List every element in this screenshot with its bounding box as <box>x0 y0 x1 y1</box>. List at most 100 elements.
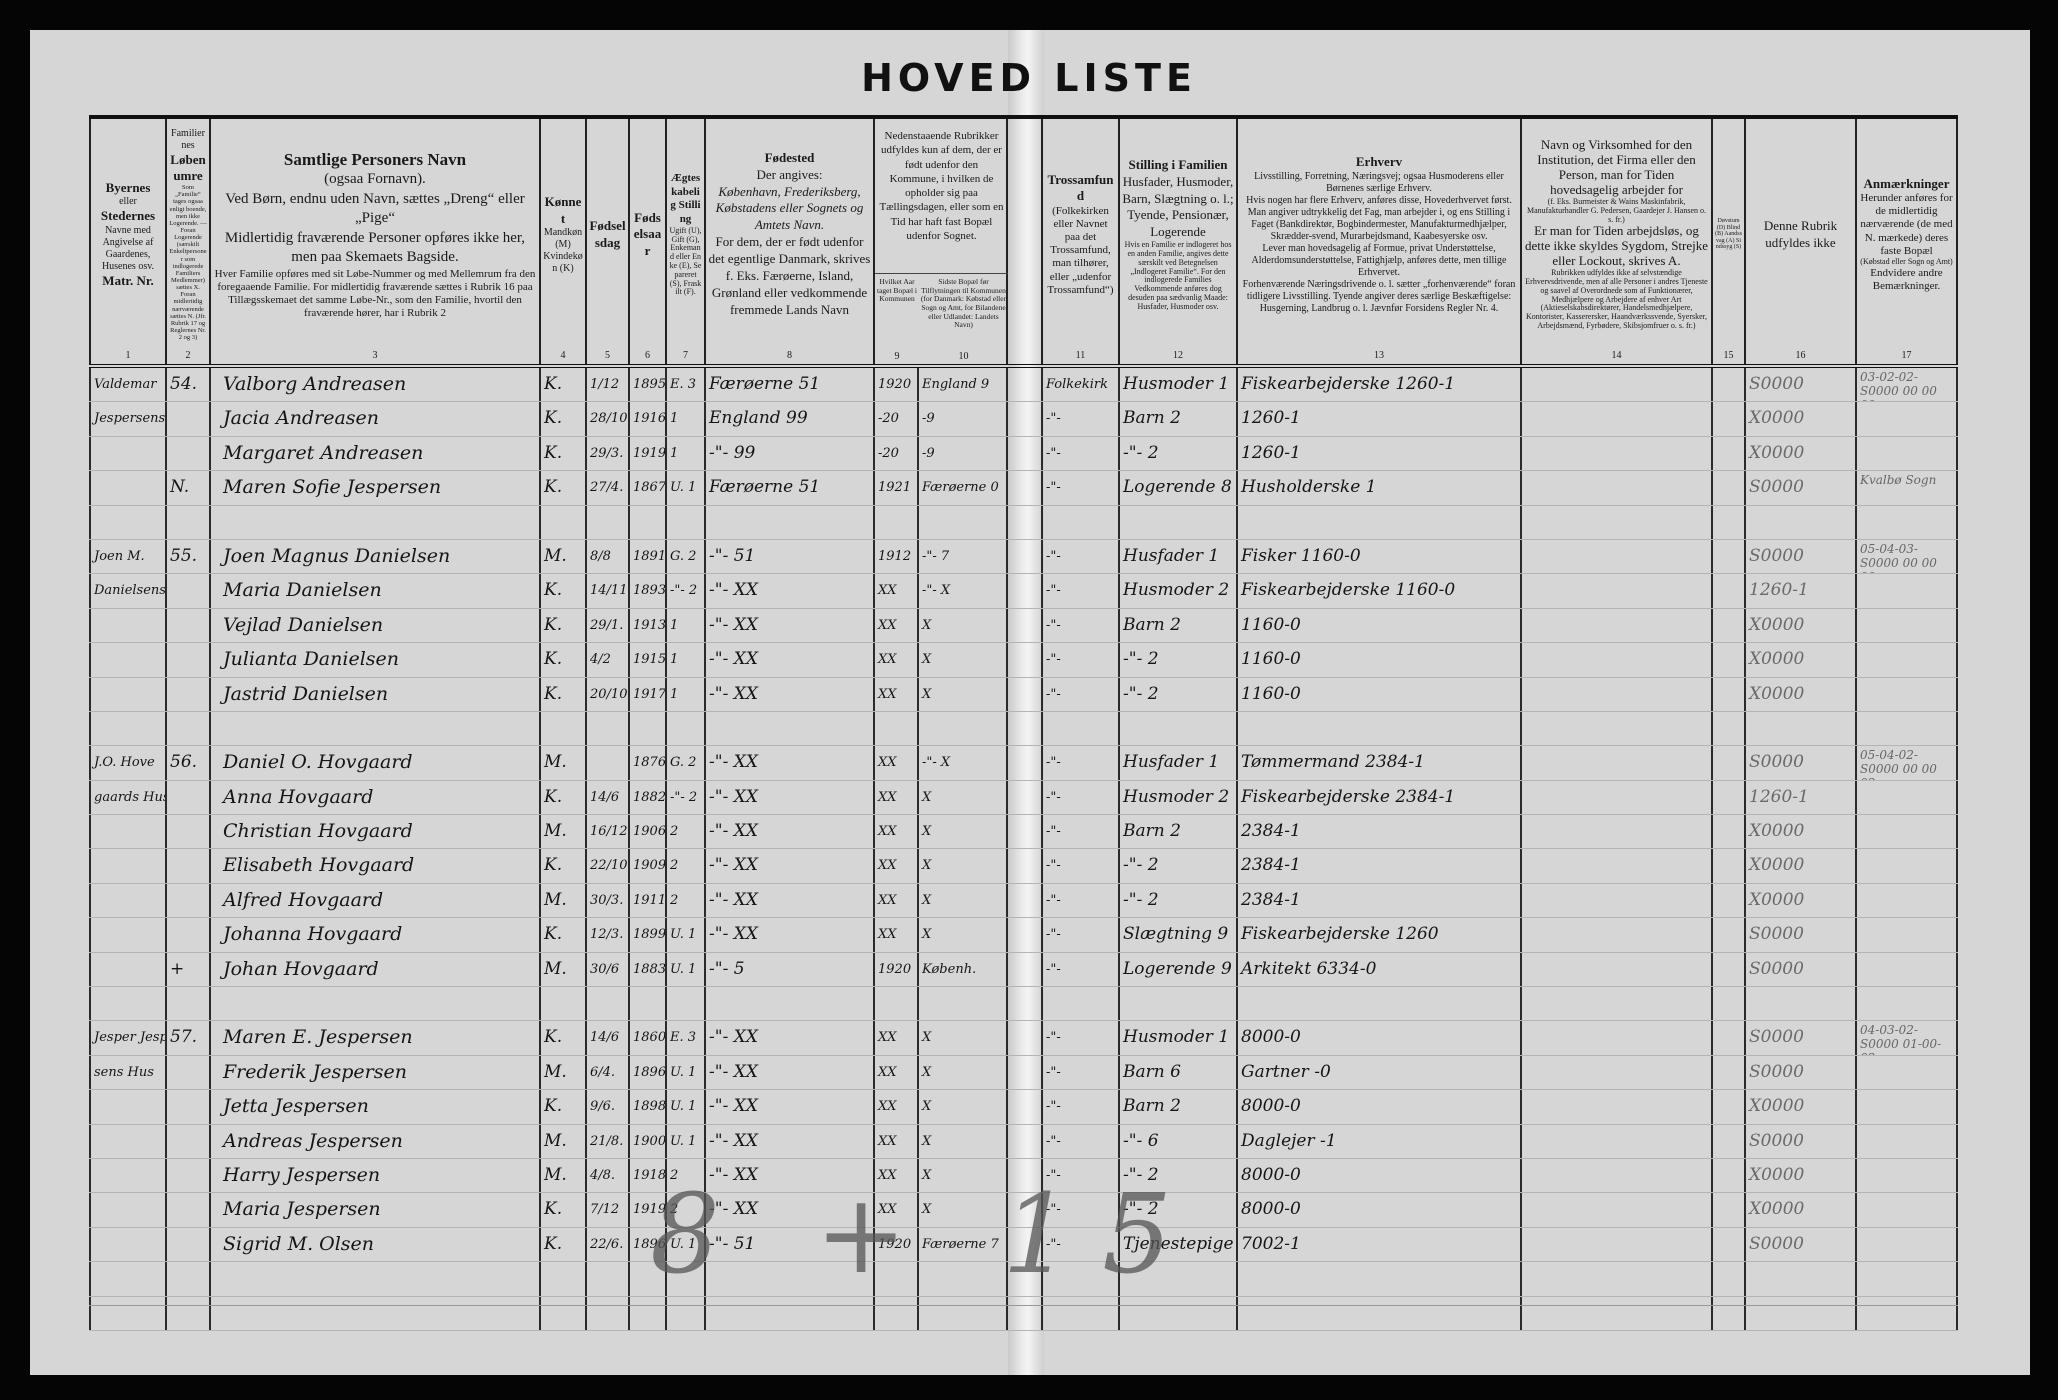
cell-occupation: 2384-1 <box>1238 849 1522 883</box>
cell-employer <box>1522 1124 1713 1158</box>
cell-disability <box>1713 1124 1746 1158</box>
cell-occupation <box>1238 987 1522 1021</box>
cell-religion: -"- <box>1043 643 1120 677</box>
column-number: 5 <box>605 349 610 361</box>
table-row: Andreas Jespersen M. 21/8. 1900 U. 1 -"- XX XX… <box>89 1124 1958 1159</box>
cell-family-position: Husmoder 1 <box>1120 1021 1238 1055</box>
cell-birthplace: Færøerne 51 <box>706 368 875 402</box>
cell-previous-residence: Københ. <box>919 952 1008 987</box>
cell-birth-day <box>587 987 630 1021</box>
header-text: For dem, der er født udenfor det egentli… <box>708 234 871 317</box>
cell-family-number <box>167 505 211 539</box>
table-body: Valdemar 54. Valborg Andreasen K. 1/12 1895 E.… <box>89 368 1958 1331</box>
cell-code: X0000 <box>1746 1090 1857 1124</box>
cell-family-number <box>167 436 211 471</box>
cell-occupation: 8000-0 <box>1238 1021 1522 1055</box>
cell-sex: K. <box>541 780 587 815</box>
cell-birth-year: 1909 <box>630 849 667 883</box>
header-col-12: Stilling i Familien Husfader, Husmoder, … <box>1120 119 1238 364</box>
cell-employer <box>1522 1021 1713 1055</box>
cell-birth-day: 22/6. <box>587 1227 630 1262</box>
cell-sex: K. <box>541 436 587 471</box>
cell-place <box>89 1227 167 1262</box>
header-text: Fødested <box>764 150 815 166</box>
cell-employer <box>1522 780 1713 815</box>
cell-birth-day <box>587 711 630 746</box>
cell-religion: -"- <box>1043 677 1120 711</box>
cell-birth-day: 14/11 <box>587 574 630 608</box>
cell-code: 1260-1 <box>1746 780 1857 815</box>
cell-disability <box>1713 1021 1746 1055</box>
cell-employer <box>1522 711 1713 746</box>
cell-birthplace: -"- XX <box>706 677 875 711</box>
header-text: Navne med Angivelse af Gaardenes, Husene… <box>101 224 155 272</box>
cell-disability <box>1713 815 1746 849</box>
cell-occupation: 2384-1 <box>1238 815 1522 849</box>
cell-place <box>89 1262 167 1296</box>
fold-gap <box>1008 1055 1043 1090</box>
cell-previous-residence: X <box>919 1158 1008 1193</box>
cell-civil-status: G. 2 <box>667 746 706 780</box>
cell-place: Joen M. <box>89 539 167 574</box>
cell-place <box>89 643 167 677</box>
cell-place <box>89 1158 167 1193</box>
cell-previous-residence: -9 <box>919 436 1008 471</box>
cell-name <box>211 1262 541 1296</box>
table-row: Elisabeth Hovgaard K. 22/10 1909 2 -"- XX XX X -… <box>89 849 1958 884</box>
table-row <box>89 505 1958 540</box>
fold-gap <box>1008 574 1043 608</box>
cell-religion <box>1043 1262 1120 1296</box>
cell-year-moved <box>875 505 919 539</box>
cell-remarks <box>1857 505 1958 539</box>
fold-gap <box>1008 402 1043 436</box>
header-text: Forhenværende Næringsdrivende o. l. sætt… <box>1242 278 1516 314</box>
cell-name: Johanna Hovgaard <box>211 918 541 952</box>
column-number: 10 <box>958 350 969 362</box>
fold-gap <box>1008 119 1043 364</box>
cell-previous-residence: X <box>919 1193 1008 1227</box>
cell-birth-day: 22/10 <box>587 849 630 883</box>
cell-birth-year: 1882 <box>630 780 667 815</box>
cell-birth-day: 29/3. <box>587 436 630 471</box>
header-text: Løbenumre <box>170 151 206 183</box>
cell-previous-residence: -9 <box>919 402 1008 436</box>
cell-sex: K. <box>541 849 587 883</box>
header-text: (f. Eks. Burmeister & Wains Maskinfabrik… <box>1526 196 1707 224</box>
cell-birthplace <box>706 711 875 746</box>
cell-code: X0000 <box>1746 815 1857 849</box>
cell-remarks <box>1857 574 1958 608</box>
header-col-16: Denne Rubrik udfyldes ikke 16 <box>1746 119 1857 364</box>
cell-sex: K. <box>541 677 587 711</box>
cell-code <box>1746 987 1857 1021</box>
cell-disability <box>1713 780 1746 815</box>
cell-name: Maren Sofie Jespersen <box>211 471 541 505</box>
cell-religion: -"- <box>1043 849 1120 883</box>
header-text: Navn og Virksomhed for den Institution, … <box>1537 137 1696 198</box>
cell-birth-day: 1/12 <box>587 368 630 402</box>
cell-name: Andreas Jespersen <box>211 1124 541 1158</box>
cell-family-number: 55. <box>167 539 211 574</box>
table-row: Margaret Andreasen K. 29/3. 1919 1 -"- 99 -20-… <box>89 436 1958 472</box>
cell-birth-year: 1898 <box>630 1090 667 1124</box>
header-col-9: Hvilket Aar taget Bopæl i Kommunen 9 <box>875 274 919 364</box>
cell-disability <box>1713 402 1746 436</box>
cell-family-number <box>167 1227 211 1262</box>
fold-gap <box>1008 987 1043 1021</box>
cell-civil-status: U. 1 <box>667 952 706 987</box>
cell-family-number <box>167 849 211 883</box>
cell-disability <box>1713 436 1746 471</box>
fold-gap <box>1008 1227 1043 1262</box>
cell-disability <box>1713 1193 1746 1227</box>
cell-employer <box>1522 746 1713 780</box>
cell-family-position: Barn 2 <box>1120 1090 1238 1124</box>
cell-previous-residence <box>919 1296 1008 1330</box>
cell-disability <box>1713 539 1746 574</box>
header-text: Stedernes <box>100 208 156 224</box>
cell-remarks <box>1857 1055 1958 1090</box>
cell-religion: -"- <box>1043 746 1120 780</box>
cell-occupation: Arkitekt 6334-0 <box>1238 952 1522 987</box>
cell-place <box>89 1090 167 1124</box>
cell-family-position: -"- 2 <box>1120 643 1238 677</box>
cell-birth-day: 4/8. <box>587 1158 630 1193</box>
cell-code: X0000 <box>1746 436 1857 471</box>
